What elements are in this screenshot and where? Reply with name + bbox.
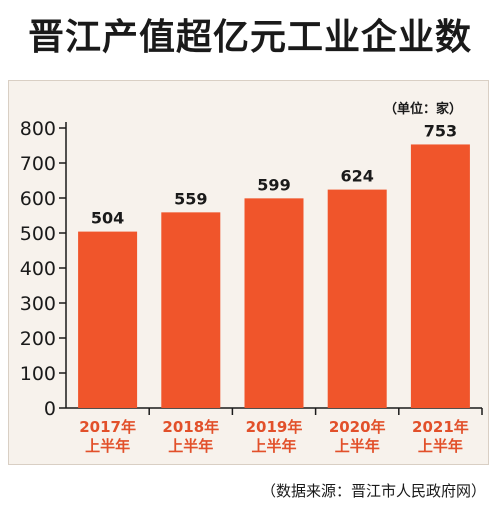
- y-tick-label: 300: [20, 293, 56, 315]
- x-tick-sublabel: 上半年: [85, 437, 130, 455]
- source-note: （数据来源：晋江市人民政府网）: [260, 482, 486, 500]
- bar: [410, 144, 470, 408]
- y-tick-label: 100: [20, 363, 56, 385]
- y-tick-label: 400: [20, 258, 56, 280]
- bar: [244, 198, 304, 408]
- unit-note: （单位：家）: [384, 102, 463, 117]
- x-tick-label: 2019年: [246, 418, 303, 436]
- y-tick-label: 800: [20, 118, 56, 140]
- bar: [327, 189, 387, 408]
- data-label: 599: [257, 175, 290, 194]
- data-label: 753: [424, 121, 457, 140]
- bar: [161, 212, 221, 408]
- x-tick-sublabel: 上半年: [335, 437, 380, 455]
- y-tick-label: 500: [20, 223, 56, 245]
- x-tick-sublabel: 上半年: [168, 437, 213, 455]
- x-tick-label: 2021年: [412, 418, 469, 436]
- x-tick-sublabel: 上半年: [418, 437, 463, 455]
- x-tick-label: 2020年: [329, 418, 386, 436]
- y-tick-label: 700: [20, 153, 56, 175]
- y-tick-label: 600: [20, 188, 56, 210]
- x-tick-sublabel: 上半年: [251, 437, 296, 455]
- x-tick-label: 2018年: [162, 418, 219, 436]
- bar: [78, 231, 138, 408]
- chart-title: 晋江产值超亿元工业企业数: [27, 17, 472, 58]
- x-tick-label: 2017年: [79, 418, 136, 436]
- y-tick-label: 200: [20, 328, 56, 350]
- data-label: 504: [91, 209, 124, 228]
- data-label: 559: [174, 189, 207, 208]
- y-tick-label: 0: [44, 398, 56, 420]
- data-label: 624: [340, 167, 373, 186]
